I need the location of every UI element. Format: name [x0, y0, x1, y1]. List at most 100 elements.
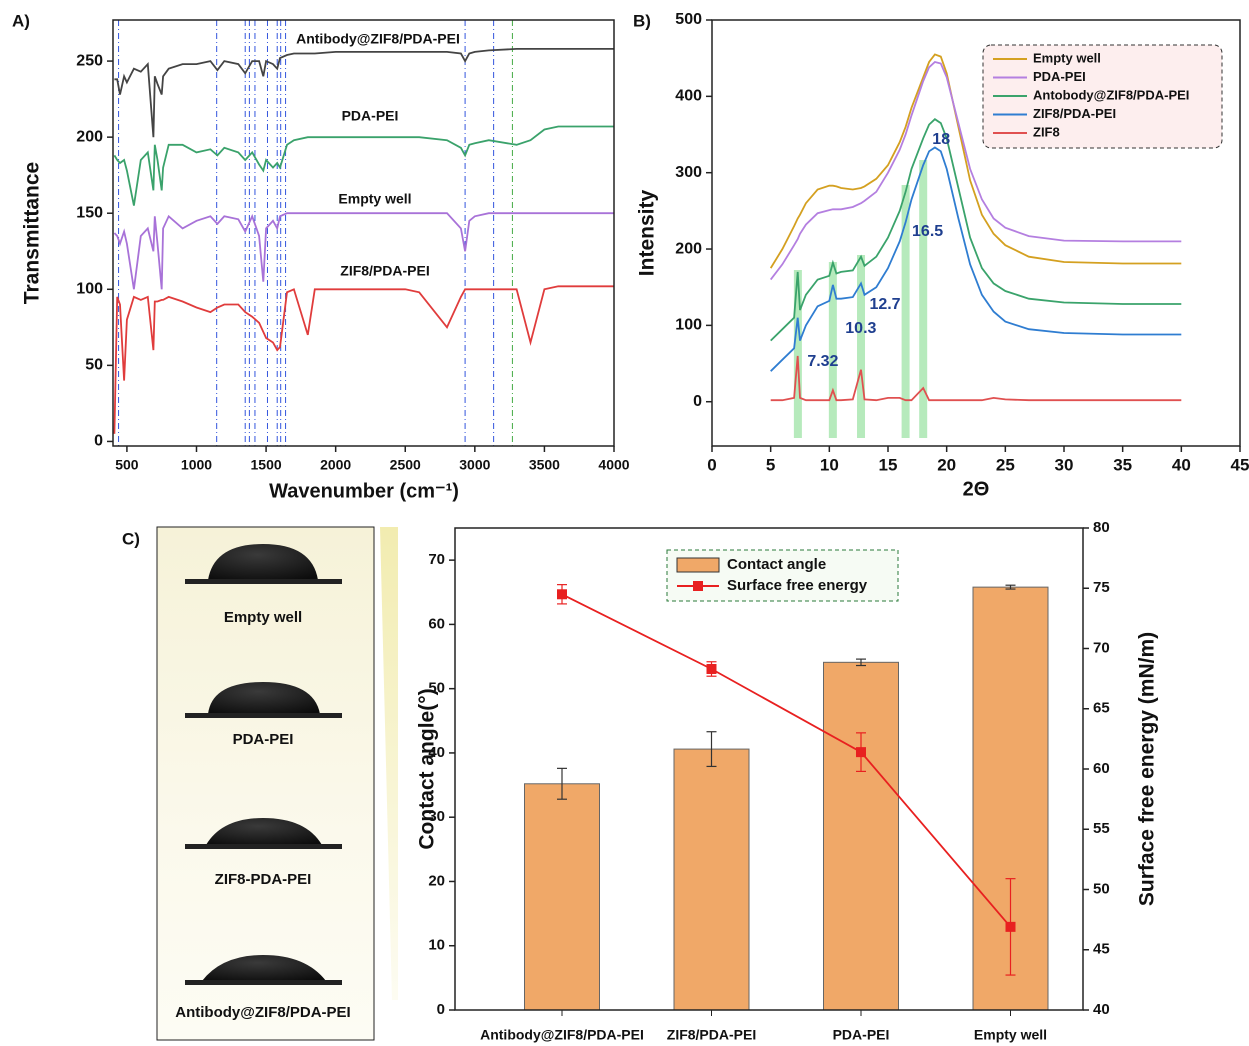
y2-tick-label: 40	[1093, 1001, 1110, 1018]
x-tick-label: 45	[1231, 455, 1249, 474]
peak-label: 18	[932, 131, 950, 148]
photo-panel	[156, 526, 375, 1041]
peak-band	[919, 160, 928, 438]
panel-label: A)	[12, 11, 30, 30]
y-tick-label: 100	[76, 281, 103, 298]
x-tick-label: 40	[1172, 455, 1191, 474]
y2-tick-label: 60	[1093, 760, 1110, 777]
legend-box	[982, 44, 1223, 149]
y-axis-title: Intensity	[636, 190, 659, 277]
y-tick-label: 0	[94, 433, 103, 450]
bar	[524, 783, 600, 1011]
x-tick-label: 35	[1113, 455, 1132, 474]
x-tick-label: 15	[879, 455, 898, 474]
y2-tick-label: 70	[1093, 639, 1110, 656]
peak-label: 10.3	[845, 320, 876, 337]
x-tick-label: 4000	[598, 457, 629, 473]
series-label: Antibody@ZIF8/PDA-PEI	[296, 31, 460, 47]
x-tick-label: ZIF8/PDA-PEI	[667, 1027, 756, 1043]
droplet	[208, 544, 318, 580]
x-tick-label: 2000	[320, 457, 351, 473]
bar	[673, 748, 750, 1011]
x-tick-label: 10	[820, 455, 839, 474]
point	[856, 747, 866, 758]
point	[1005, 921, 1016, 932]
y-tick-label: 0	[437, 1001, 445, 1018]
photo-label: Antibody@ZIF8/PDA-PEI	[175, 1004, 350, 1021]
x-tick-label: 3000	[459, 457, 490, 473]
peak-band	[793, 270, 802, 438]
y-tick-label: 250	[76, 52, 103, 69]
x-tick-label: 5	[766, 455, 775, 474]
y-tick-label: 50	[85, 357, 103, 374]
error-bar	[557, 767, 567, 800]
y2-tick-label: 75	[1093, 579, 1110, 596]
y-tick-label: 50	[428, 680, 445, 697]
legend-label: Antobody@ZIF8/PDA-PEI	[1033, 87, 1189, 102]
x-tick-label: 1500	[251, 457, 282, 473]
series-line	[113, 212, 614, 290]
peak-label: 7.32	[807, 353, 838, 370]
y2-tick-label: 65	[1093, 700, 1110, 717]
y-tick-label: 10	[428, 937, 445, 954]
x-tick-label: 2500	[390, 457, 421, 473]
series-line	[770, 118, 1182, 342]
y-tick-label: 500	[675, 11, 702, 28]
x-tick-label: 1000	[181, 457, 212, 473]
peak-band	[857, 255, 866, 438]
x-tick-label: 0	[707, 455, 716, 474]
y-tick-label: 70	[428, 551, 445, 568]
y-tick-label: 0	[693, 393, 702, 410]
x-tick-label: 25	[996, 455, 1015, 474]
peak-label: 16.5	[912, 223, 943, 240]
y2-tick-label: 80	[1093, 519, 1110, 536]
error-bar	[856, 658, 866, 667]
x-tick-label: PDA-PEI	[833, 1027, 890, 1043]
legend-label: PDA-PEI	[1033, 69, 1086, 84]
panel-label: C)	[122, 529, 140, 548]
legend-label: ZIF8	[1033, 124, 1060, 139]
x-axis-title: Wavenumber (cm⁻¹)	[269, 480, 459, 502]
y-tick-label: 60	[428, 615, 445, 632]
y-tick-label: 400	[675, 88, 702, 105]
legend-label: Contact angle	[727, 556, 826, 573]
series-line	[770, 146, 1182, 372]
y2-tick-label: 55	[1093, 820, 1110, 837]
y-tick-label: 100	[675, 317, 702, 334]
series-label: ZIF8/PDA-PEI	[340, 263, 429, 279]
droplet	[202, 955, 326, 981]
y-tick-label: 150	[76, 204, 103, 221]
photo-label: ZIF8-PDA-PEI	[215, 871, 312, 888]
x-tick-label: 30	[1055, 455, 1074, 474]
y-tick-label: 200	[675, 240, 702, 257]
x-tick-label: Antibody@ZIF8/PDA-PEI	[480, 1027, 644, 1043]
photo-label: Empty well	[224, 609, 302, 626]
series-line	[769, 61, 1182, 281]
y-tick-label: 20	[428, 872, 445, 889]
y-tick-label: 30	[428, 808, 445, 825]
panel-label: B)	[633, 11, 651, 30]
series-line	[114, 48, 614, 138]
droplet-base	[185, 980, 342, 985]
droplets	[185, 544, 342, 985]
droplet-base	[185, 713, 342, 718]
x-tick-label: Empty well	[974, 1027, 1047, 1043]
y-tick-label: 300	[675, 164, 702, 181]
plot-frame	[711, 19, 1241, 447]
series-line	[561, 593, 1012, 928]
legend-swatch-marker	[693, 581, 703, 591]
y2-tick-label: 45	[1093, 941, 1110, 958]
y-tick-label: 200	[76, 128, 103, 145]
plot-frame	[454, 527, 1084, 1011]
x-tick-label: 500	[115, 457, 139, 473]
legend-swatch	[676, 557, 720, 573]
series-line	[770, 355, 1182, 402]
point	[557, 589, 567, 600]
series-label: PDA-PEI	[342, 108, 399, 124]
peak-label: 12.7	[869, 296, 900, 313]
point	[706, 663, 717, 674]
droplet-base	[185, 579, 342, 584]
legend-label: Empty well	[1033, 50, 1101, 65]
y-axis-title: Contact angle(°)	[416, 688, 439, 849]
error-bar	[706, 731, 717, 768]
